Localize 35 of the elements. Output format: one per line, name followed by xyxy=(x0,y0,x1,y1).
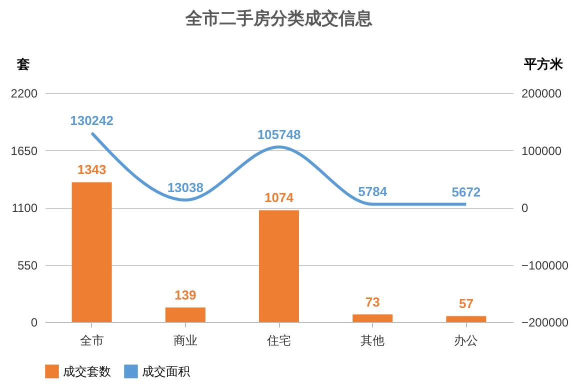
y-tick-label: 0 xyxy=(30,316,38,330)
y2-tick-label: 200000 xyxy=(522,86,562,100)
legend-label: 成交套数 xyxy=(63,364,111,378)
x-tick-label: 全市 xyxy=(80,334,104,348)
data-label: 105748 xyxy=(257,126,301,142)
y2-axis-title: 平方米 xyxy=(523,56,564,72)
x-tick-label: 办公 xyxy=(454,334,478,348)
data-label: 73 xyxy=(365,294,380,310)
y2-tick-label: −100000 xyxy=(522,258,569,272)
data-label: 5784 xyxy=(358,184,388,200)
x-tick-label: 住宅 xyxy=(266,334,291,348)
bar xyxy=(72,182,112,322)
bar xyxy=(259,210,299,322)
legend-label: 成交面积 xyxy=(142,364,190,378)
chart-title: 全市二手房分类成交信息 xyxy=(184,9,372,28)
y-tick-label: 1650 xyxy=(10,144,38,158)
data-label: 1343 xyxy=(77,162,106,178)
y2-tick-label: 0 xyxy=(522,201,528,215)
y2-tick-label: −200000 xyxy=(522,316,569,330)
x-tick-label: 商业 xyxy=(173,334,198,348)
bar xyxy=(165,308,206,322)
x-tick-label: 其他 xyxy=(360,334,385,348)
bar xyxy=(446,316,486,322)
y-tick-label: 1100 xyxy=(12,201,38,215)
data-label: 1074 xyxy=(264,190,294,206)
data-label: 130242 xyxy=(70,112,114,128)
data-label: 5672 xyxy=(452,184,481,200)
bar xyxy=(352,314,393,322)
y-tick-label: 550 xyxy=(17,258,38,272)
data-label: 57 xyxy=(458,296,474,312)
y2-tick-label: 100000 xyxy=(522,144,562,158)
y-tick-label: 2200 xyxy=(10,86,38,100)
data-label: 139 xyxy=(174,288,196,303)
data-label: 13038 xyxy=(167,180,204,196)
y-axis-title: 套 xyxy=(16,56,30,72)
